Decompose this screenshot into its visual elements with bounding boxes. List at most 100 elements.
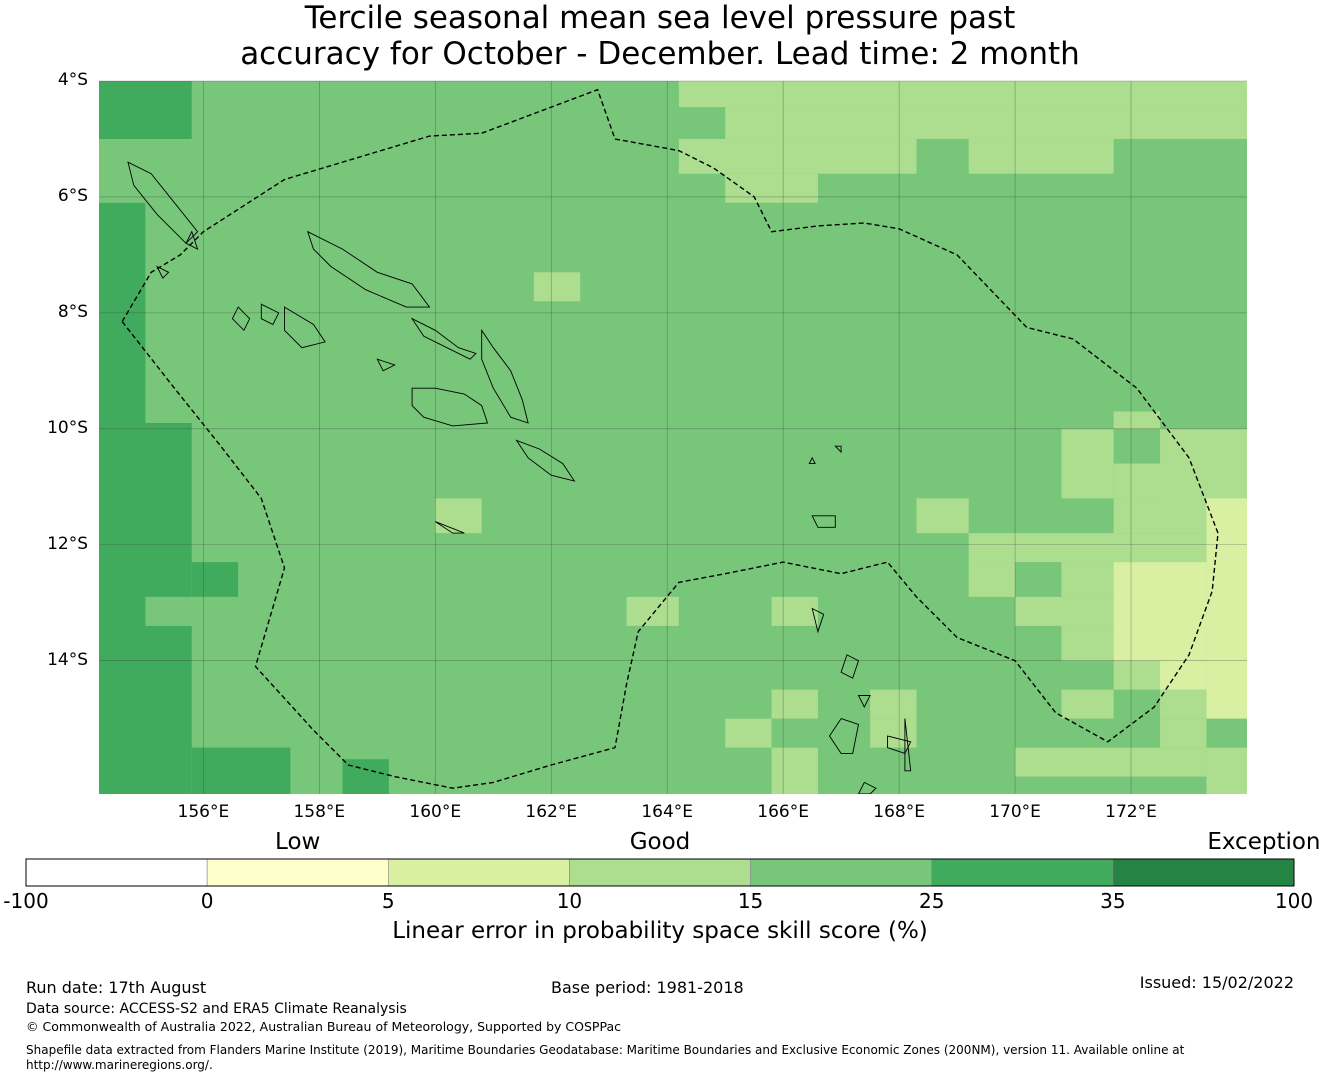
colorbar-bin-5 xyxy=(931,858,1114,887)
lat-label: 12°S xyxy=(47,533,88,554)
skill-cell-8 xyxy=(678,81,1247,108)
skill-cell-14 xyxy=(1113,411,1161,429)
island-outline-9 xyxy=(435,521,465,534)
skill-cell-39 xyxy=(1206,498,1247,719)
island-outline-2 xyxy=(481,328,529,424)
lat-label: 10°S xyxy=(47,417,88,438)
colorbar-tick-label: 5 xyxy=(381,889,395,913)
skill-cell-23 xyxy=(1015,596,1114,626)
base-period: Base period: 1981-2018 xyxy=(551,978,744,997)
lat-label: 6°S xyxy=(57,185,88,206)
graticule xyxy=(99,80,1247,794)
colorbar-tick-label: 25 xyxy=(918,889,945,913)
island-outline-3 xyxy=(411,387,489,427)
colorbar-title: Linear error in probability space skill … xyxy=(392,918,928,944)
lat-label: 14°S xyxy=(47,649,88,670)
lon-label: 156°E xyxy=(177,802,230,822)
coastlines xyxy=(127,161,912,794)
lon-label: 166°E xyxy=(757,802,809,822)
colorbar-bin-3 xyxy=(569,858,751,887)
skill-cell-31 xyxy=(435,498,482,534)
skill-cell-5 xyxy=(342,759,389,794)
map-title: Tercile seasonal mean sea level pressure… xyxy=(0,0,1320,72)
lon-label: 164°E xyxy=(641,802,694,822)
colorbar-category-label: Exceptional xyxy=(1207,829,1320,855)
data-source: Data source: ACCESS-S2 and ERA5 Climate … xyxy=(26,1001,407,1017)
skill-cell-17 xyxy=(1113,463,1207,499)
skill-cell-37 xyxy=(870,718,917,748)
island-outline-14 xyxy=(904,718,912,772)
island-outline-18 xyxy=(185,230,199,250)
island-outline-5 xyxy=(127,161,199,244)
skill-cell-20 xyxy=(968,533,1207,563)
skill-cell-38 xyxy=(771,747,818,794)
skill-cell-10 xyxy=(678,138,917,174)
lat-label: 8°S xyxy=(57,301,88,322)
colorbar-tick-label: 100 xyxy=(1274,889,1314,913)
skill-cell-36 xyxy=(725,718,772,748)
lon-label: 168°E xyxy=(873,802,925,822)
skill-cell-15 xyxy=(1061,428,1114,499)
skill-cell-6 xyxy=(99,173,146,203)
island-outline-0 xyxy=(306,230,431,308)
skill-cell-13 xyxy=(533,272,581,302)
skill-cell-4 xyxy=(191,747,291,794)
skill-cell-3 xyxy=(191,562,239,597)
skill-cell-21 xyxy=(968,562,1016,597)
island-outline-10 xyxy=(828,718,860,754)
colorbar-frame xyxy=(25,858,1295,887)
map-title-line-1: Tercile seasonal mean sea level pressure… xyxy=(304,0,1016,36)
skill-cell-11 xyxy=(968,138,1114,174)
skill-cell-24 xyxy=(1061,625,1114,661)
island-outline-16 xyxy=(857,695,871,708)
skill-cell-25 xyxy=(1113,660,1161,690)
colorbar xyxy=(25,858,1295,887)
island-outline-7 xyxy=(284,306,326,349)
map-title-line-2: accuracy for October - December. Lead ti… xyxy=(240,36,1080,72)
skill-cell-26 xyxy=(1061,689,1114,719)
colorbar-bin-6 xyxy=(1112,858,1295,887)
island-outline-22 xyxy=(808,456,816,465)
skill-cell-34 xyxy=(771,689,818,719)
skill-cell-32 xyxy=(626,596,679,626)
island-outline-13 xyxy=(857,781,877,794)
shapefile-credit-line-1: Shapefile data extracted from Flanders M… xyxy=(26,1043,1185,1057)
skill-cell-41 xyxy=(1160,660,1207,690)
eez-boundary xyxy=(121,88,1219,789)
skill-cell-27 xyxy=(1160,689,1207,719)
lon-label: 162°E xyxy=(525,802,578,822)
island-outline-21 xyxy=(834,445,842,454)
skill-cell-40 xyxy=(1113,562,1207,661)
island-outline-17 xyxy=(811,607,825,634)
island-outline-19 xyxy=(155,265,170,279)
colorbar-bin-4 xyxy=(750,858,933,887)
issued-date: Issued: 15/02/2022 xyxy=(1139,973,1294,992)
lon-label: 172°E xyxy=(1105,802,1157,822)
colorbar-tick-label: 0 xyxy=(200,889,214,913)
island-outline-15 xyxy=(840,654,860,679)
skill-cell-30 xyxy=(1206,747,1247,794)
lon-label: 160°E xyxy=(409,802,462,822)
skill-cell-18 xyxy=(1113,498,1207,534)
island-outline-1 xyxy=(410,317,477,360)
island-outline-6 xyxy=(260,303,280,326)
skill-cell-7 xyxy=(145,596,291,626)
lat-label: 4°S xyxy=(57,70,88,90)
island-outline-20 xyxy=(376,358,396,372)
colorbar-category-label: Good xyxy=(629,829,691,855)
map-background xyxy=(99,81,1247,794)
skill-cell-9 xyxy=(725,107,1247,139)
skill-cell-22 xyxy=(1061,562,1114,597)
skill-cell-12 xyxy=(725,173,818,203)
lon-label: 158°E xyxy=(293,802,346,822)
island-outline-8 xyxy=(231,306,251,332)
skill-cell-35 xyxy=(870,689,917,719)
colorbar-bin-2 xyxy=(387,858,570,887)
skill-cell-19 xyxy=(916,498,969,534)
island-outline-12 xyxy=(811,515,836,528)
skill-cell-28 xyxy=(1160,718,1207,748)
island-outline-4 xyxy=(515,439,576,482)
colorbar-tick-label: -100 xyxy=(3,889,49,913)
skill-cells xyxy=(99,81,1247,794)
